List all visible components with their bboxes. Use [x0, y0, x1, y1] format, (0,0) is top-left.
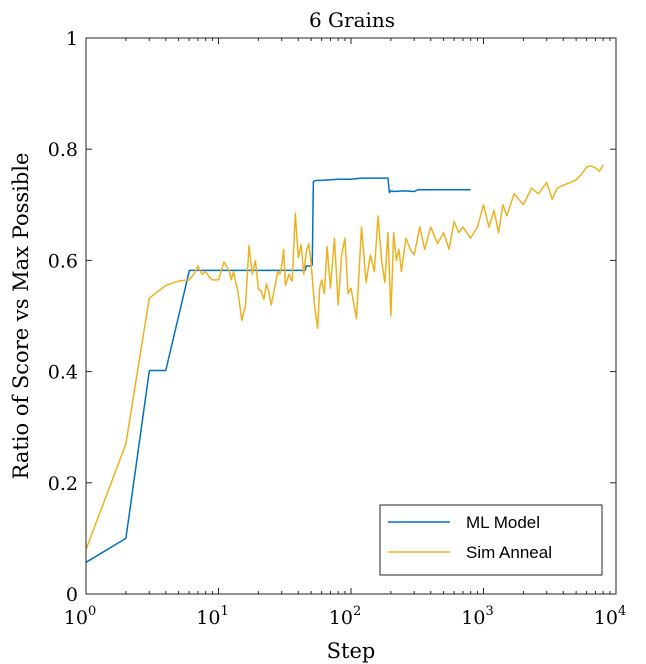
- legend-label-ml-model: ML Model: [466, 513, 540, 532]
- x-tick-label: 104: [594, 604, 626, 629]
- legend-box: [379, 504, 603, 576]
- x-tick-label: 103: [461, 604, 493, 629]
- x-tick-label: 102: [329, 604, 361, 629]
- y-tick-label: 1: [66, 28, 78, 50]
- series-line-sim-anneal: [85, 164, 604, 550]
- y-tick-label: 0.6: [48, 250, 78, 272]
- legend-label-sim-anneal: Sim Anneal: [466, 543, 552, 562]
- legend: ML Model Sim Anneal: [379, 504, 603, 576]
- chart-title: 6 Grains: [309, 8, 395, 32]
- x-tick-label: 101: [196, 604, 228, 629]
- x-axis-label: Step: [327, 639, 376, 663]
- y-axis-label: Ratio of Score vs Max Possible: [9, 153, 33, 480]
- plot-lines: [85, 164, 604, 563]
- y-tick-label: 0.4: [48, 362, 78, 384]
- y-tick-label: 0: [66, 584, 78, 606]
- y-tick-label: 0.8: [48, 139, 78, 161]
- series-line-ml-model: [85, 177, 471, 563]
- x-tick-label: 100: [64, 604, 96, 629]
- y-axis-ticks: 0 0.2 0.4 0.6 0.8 1: [48, 28, 616, 606]
- y-tick-label: 0.2: [48, 473, 78, 495]
